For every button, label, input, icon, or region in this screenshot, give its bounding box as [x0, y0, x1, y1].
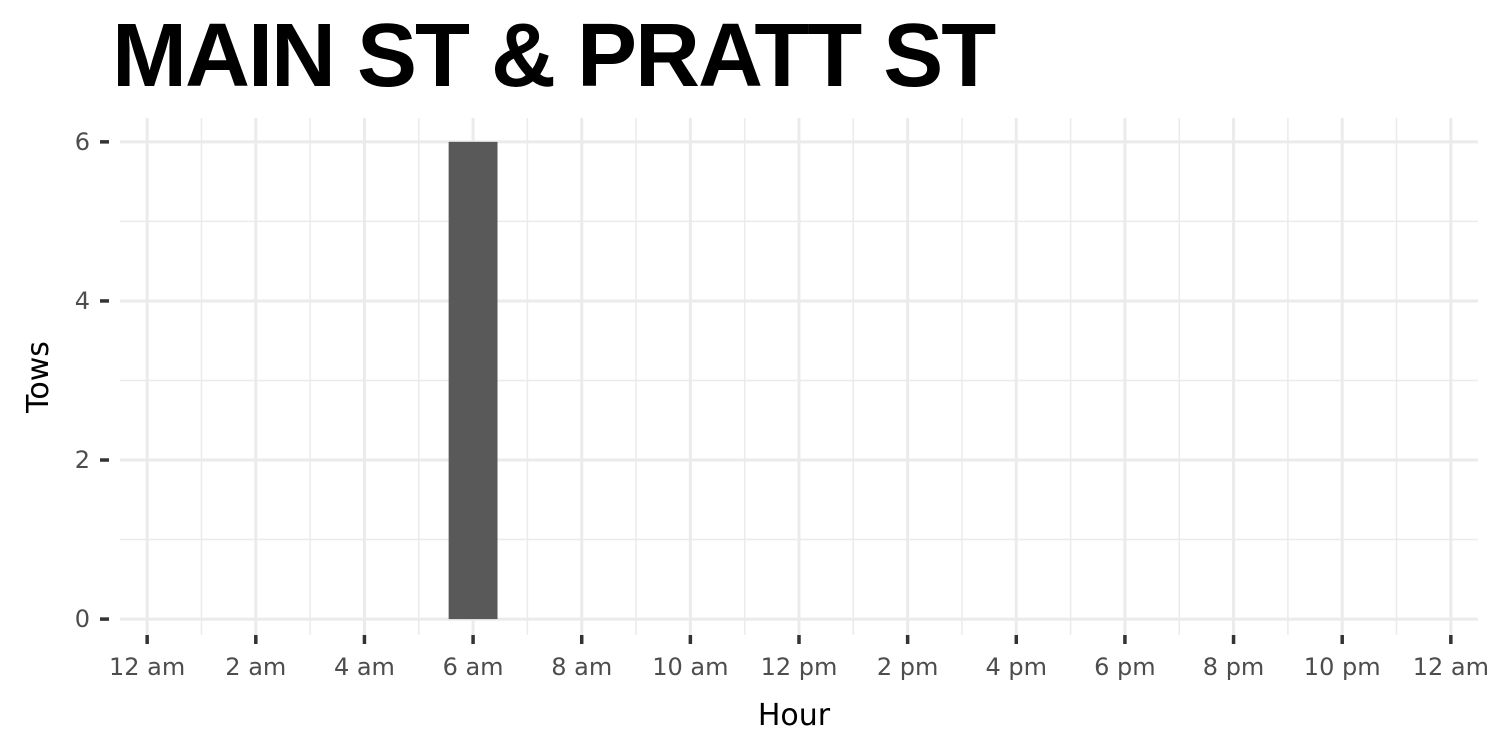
x-tick-label: 4 am [334, 653, 395, 681]
bar [448, 141, 498, 620]
x-tick-label: 10 pm [1304, 653, 1381, 681]
x-tick-label: 8 pm [1203, 653, 1265, 681]
y-axis-title: Tows [21, 341, 56, 414]
bars [448, 141, 498, 620]
x-tick-label: 12 am [1413, 653, 1489, 681]
x-tick-label: 4 pm [986, 653, 1048, 681]
x-axis-title: Hour [758, 698, 831, 733]
x-tick-label: 8 am [551, 653, 612, 681]
y-axis: 0 2 4 6 [75, 128, 109, 633]
chart-title: MAIN ST & PRATT ST [112, 6, 996, 106]
y-tick-label: 4 [75, 287, 90, 315]
x-tick-label: 10 am [652, 653, 728, 681]
x-tick-label: 6 am [443, 653, 504, 681]
x-axis: 12 am 2 am 4 am 6 am 8 am 10 am 12 pm 2 pm 4 pm 6… [109, 635, 1489, 681]
x-tick-label: 12 pm [761, 653, 838, 681]
grid-major [120, 118, 1478, 635]
x-tick-label: 6 pm [1094, 653, 1156, 681]
x-tick-label: 2 am [225, 653, 286, 681]
x-tick-label: 2 pm [877, 653, 939, 681]
y-tick-label: 6 [75, 128, 90, 156]
y-tick-label: 0 [75, 605, 90, 633]
y-tick-label: 2 [75, 446, 90, 474]
x-tick-label: 12 am [109, 653, 185, 681]
